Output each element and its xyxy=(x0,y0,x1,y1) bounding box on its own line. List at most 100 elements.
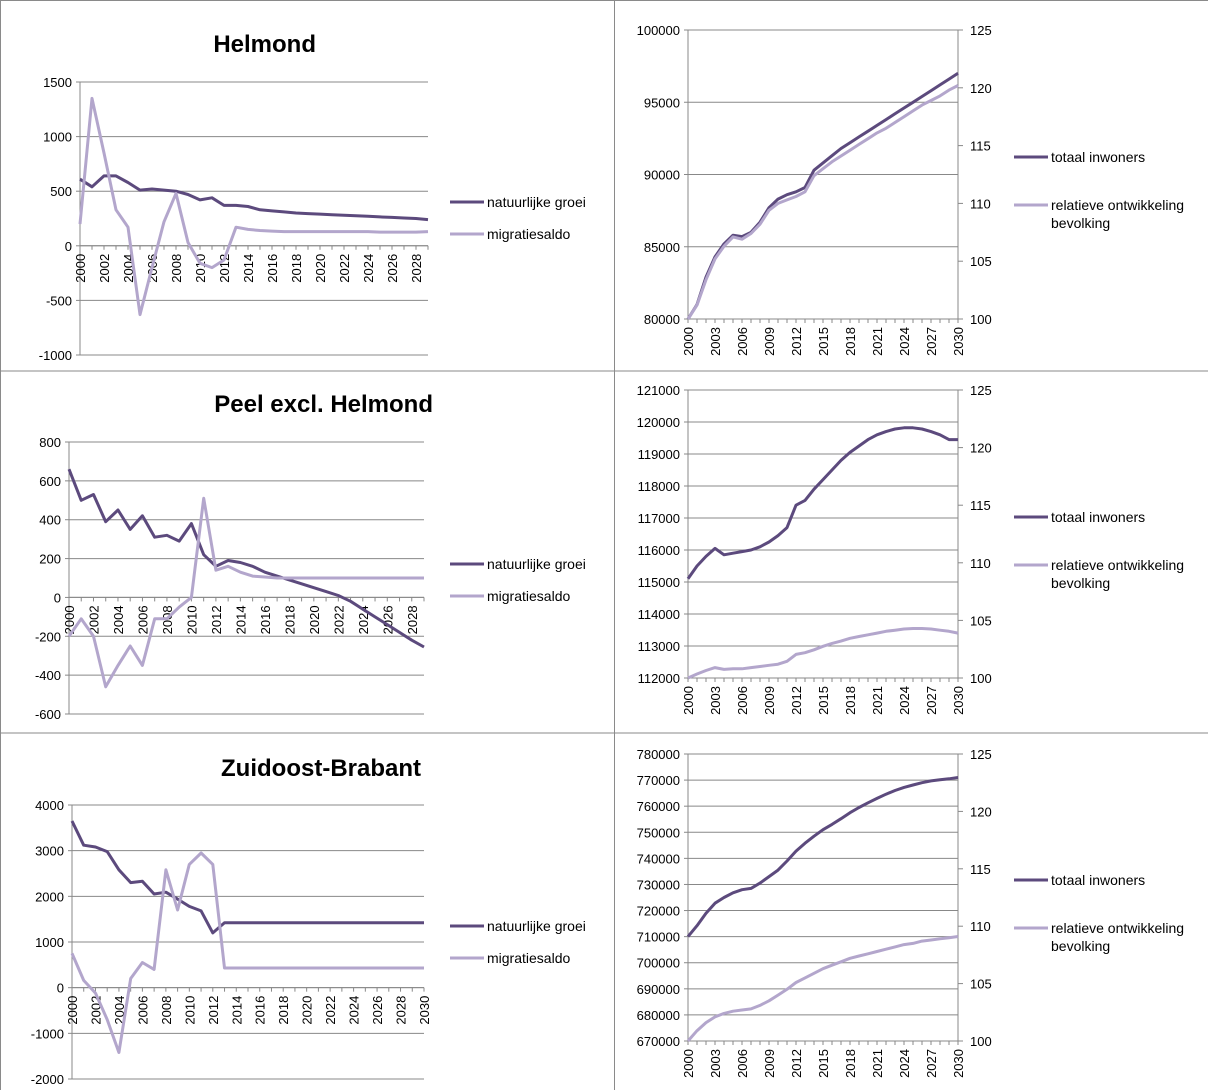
legend-label: totaal inwoners xyxy=(1051,149,1145,165)
y-tick-label: 770000 xyxy=(637,773,680,788)
x-tick-label: 2018 xyxy=(843,686,858,715)
y-tick-label: -600 xyxy=(35,707,61,722)
y-tick-label: -1000 xyxy=(31,1026,64,1041)
y2-tick-label: 100 xyxy=(970,1034,992,1049)
x-tick-label: 2021 xyxy=(870,1049,885,1078)
x-tick-label: 2015 xyxy=(816,327,831,356)
legend-label: migratiesaldo xyxy=(487,226,570,242)
x-tick-label: 2010 xyxy=(184,605,199,634)
y2-tick-label: 115 xyxy=(970,498,991,513)
legend-label: migratiesaldo xyxy=(487,950,570,966)
x-tick-label: 2027 xyxy=(924,327,939,356)
x-tick-label: 2000 xyxy=(62,605,77,634)
chart-title: Peel excl. Helmond xyxy=(214,391,433,418)
y-tick-label: 690000 xyxy=(637,982,680,997)
x-tick-label: 2003 xyxy=(708,686,723,715)
x-tick-label: 2024 xyxy=(897,1049,912,1078)
legend-label: natuurlijke groei xyxy=(487,194,586,210)
y-tick-label: 710000 xyxy=(637,930,680,945)
x-tick-label: 2021 xyxy=(870,327,885,356)
x-tick-label: 2020 xyxy=(307,605,322,634)
series-line-natuurlijke-groei xyxy=(70,820,424,935)
x-tick-label: 2030 xyxy=(951,327,966,356)
legend-label: natuurlijke groei xyxy=(487,918,586,934)
x-tick-label: 2022 xyxy=(323,996,338,1025)
x-tick-label: 2006 xyxy=(135,605,150,634)
y-tick-label: 100000 xyxy=(637,23,680,38)
y2-tick-label: 120 xyxy=(970,81,992,96)
x-tick-label: 2000 xyxy=(681,1049,696,1078)
y-tick-label: 500 xyxy=(50,184,72,199)
x-tick-label: 2020 xyxy=(300,996,315,1025)
series-line-natuurlijke-groei xyxy=(79,174,429,222)
x-tick-label: 2000 xyxy=(73,254,88,283)
y-tick-label: 114000 xyxy=(638,607,680,622)
x-tick-label: 2027 xyxy=(924,686,939,715)
chart-title: Zuidoost-Brabant xyxy=(221,755,421,782)
y-tick-label: 750000 xyxy=(637,825,680,840)
x-tick-label: 2000 xyxy=(681,686,696,715)
series-line-migratiesaldo xyxy=(70,851,424,1054)
x-tick-label: 2024 xyxy=(361,254,376,283)
y-tick-label: 0 xyxy=(65,239,72,254)
y2-tick-label: 105 xyxy=(970,613,992,628)
x-tick-label: 2016 xyxy=(258,605,273,634)
x-tick-label: 2022 xyxy=(331,605,346,634)
y-tick-label: 740000 xyxy=(637,851,680,866)
x-tick-label: 2012 xyxy=(789,686,804,715)
x-tick-label: 2026 xyxy=(370,996,385,1025)
x-tick-label: 2009 xyxy=(762,1049,777,1078)
x-tick-label: 2002 xyxy=(86,605,101,634)
y2-tick-label: 115 xyxy=(970,862,991,877)
x-tick-label: 2030 xyxy=(417,996,432,1025)
y-tick-label: 119000 xyxy=(638,447,680,462)
x-tick-label: 2028 xyxy=(405,605,420,634)
x-tick-label: 2004 xyxy=(111,605,126,634)
x-tick-label: 2002 xyxy=(97,254,112,283)
x-tick-label: 2006 xyxy=(735,686,750,715)
x-tick-label: 2018 xyxy=(289,254,304,283)
x-tick-label: 2014 xyxy=(229,996,244,1025)
y-tick-label: 680000 xyxy=(637,1008,680,1023)
y-tick-label: 670000 xyxy=(637,1034,680,1049)
legend-label: relatieve ontwikkeling bevolking xyxy=(1051,920,1184,954)
y-tick-label: 0 xyxy=(57,981,64,996)
x-tick-label: 2028 xyxy=(409,254,424,283)
x-tick-label: 2021 xyxy=(870,686,885,715)
x-tick-label: 2015 xyxy=(816,1049,831,1078)
y-tick-label: 400 xyxy=(39,513,61,528)
y2-tick-label: 105 xyxy=(970,977,992,992)
series-line-totaal-inwoners xyxy=(686,776,959,938)
x-tick-label: 2014 xyxy=(233,605,248,634)
x-tick-label: 2028 xyxy=(394,996,409,1025)
x-tick-label: 2010 xyxy=(193,254,208,283)
x-tick-label: 2012 xyxy=(789,1049,804,1078)
y-tick-label: 3000 xyxy=(35,844,64,859)
series-line-relatieve-ontwikkeling-bevolking xyxy=(687,627,959,680)
legend-label: totaal inwoners xyxy=(1051,872,1145,888)
x-tick-label: 2009 xyxy=(762,686,777,715)
x-tick-label: 2020 xyxy=(313,254,328,283)
y-tick-label: -200 xyxy=(35,629,61,644)
y2-tick-label: 105 xyxy=(970,254,992,269)
y2-tick-label: 120 xyxy=(970,441,992,456)
y-tick-label: 80000 xyxy=(644,312,680,327)
y-tick-label: 760000 xyxy=(637,799,680,814)
y-tick-label: 112000 xyxy=(638,671,680,686)
y-tick-label: 121000 xyxy=(637,383,680,398)
x-tick-label: 2027 xyxy=(924,1049,939,1078)
x-tick-label: 2012 xyxy=(789,327,804,356)
series-line-migratiesaldo xyxy=(67,496,424,689)
y-tick-label: -2000 xyxy=(31,1072,64,1087)
y2-tick-label: 125 xyxy=(970,383,992,398)
y2-tick-label: 120 xyxy=(970,804,992,819)
y-tick-label: 1000 xyxy=(43,130,72,145)
x-tick-label: 2009 xyxy=(762,327,777,356)
x-tick-label: 2018 xyxy=(843,327,858,356)
x-tick-label: 2008 xyxy=(169,254,184,283)
legend-label: migratiesaldo xyxy=(487,588,570,604)
y2-tick-label: 110 xyxy=(970,919,991,934)
x-tick-label: 2002 xyxy=(88,996,103,1025)
y-tick-label: 1000 xyxy=(35,935,64,950)
